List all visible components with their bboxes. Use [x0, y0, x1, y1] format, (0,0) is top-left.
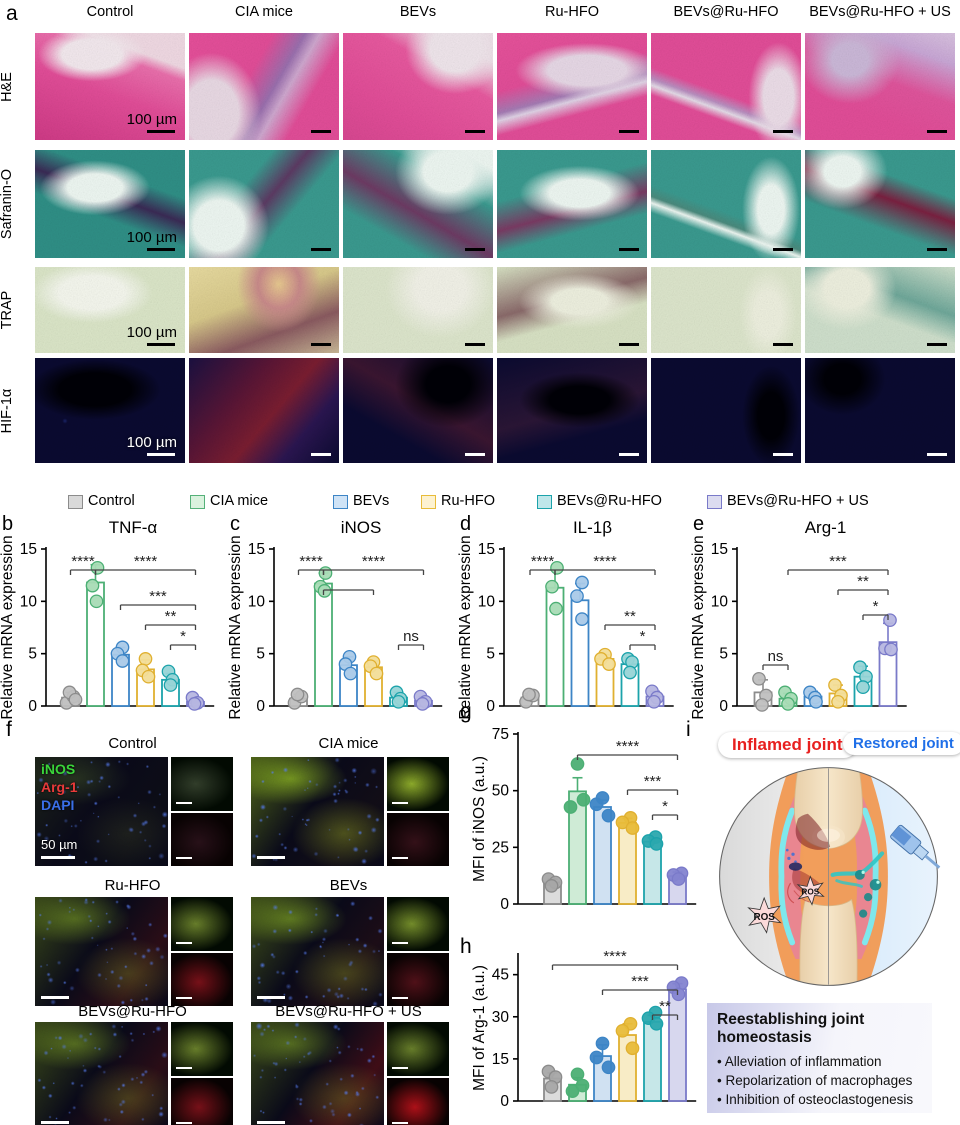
svg-text:iNOS: iNOS [341, 518, 382, 537]
svg-text:45: 45 [492, 967, 509, 984]
svg-text:10: 10 [478, 593, 496, 610]
svg-text:****: **** [531, 553, 555, 570]
svg-text:25: 25 [492, 839, 509, 856]
svg-text:****: **** [299, 553, 323, 570]
svg-text:****: **** [593, 553, 617, 570]
svg-text:10: 10 [711, 593, 729, 610]
svg-text:5: 5 [486, 646, 495, 663]
svg-text:****: **** [603, 948, 627, 965]
svg-text:10: 10 [20, 593, 38, 610]
svg-text:ROS: ROS [753, 912, 775, 923]
svg-text:****: **** [71, 553, 95, 570]
svg-text:50: 50 [492, 783, 510, 800]
svg-text:Relative mRNA expression: Relative mRNA expression [228, 535, 244, 719]
svg-text:**: ** [857, 573, 869, 590]
svg-text:***: *** [631, 973, 649, 990]
svg-text:*: * [873, 598, 879, 615]
svg-text:ROS: ROS [801, 888, 819, 897]
svg-text:***: *** [149, 588, 167, 605]
svg-text:TNF-α: TNF-α [109, 518, 158, 537]
svg-text:****: **** [362, 553, 386, 570]
svg-text:*: * [662, 798, 668, 815]
svg-text:MFI of Arg-1 (a.u.): MFI of Arg-1 (a.u.) [472, 965, 488, 1091]
svg-text:****: **** [616, 738, 640, 755]
svg-text:5: 5 [28, 646, 37, 663]
svg-text:*: * [180, 628, 186, 645]
svg-text:MFI of iNOS (a.u.): MFI of iNOS (a.u.) [472, 756, 488, 882]
svg-text:15: 15 [478, 541, 495, 558]
svg-text:10: 10 [248, 593, 266, 610]
svg-text:***: *** [829, 553, 847, 570]
svg-text:0: 0 [500, 1093, 509, 1110]
svg-text:0: 0 [28, 698, 37, 715]
svg-text:0: 0 [500, 896, 509, 913]
svg-text:0: 0 [256, 698, 265, 715]
svg-text:**: ** [659, 998, 671, 1015]
svg-text:15: 15 [248, 541, 265, 558]
svg-text:Arg-1: Arg-1 [805, 518, 847, 537]
svg-text:**: ** [165, 608, 177, 625]
svg-text:Relative mRNA expression: Relative mRNA expression [0, 535, 16, 719]
svg-text:***: *** [644, 773, 662, 790]
svg-text:Relative mRNA expression: Relative mRNA expression [458, 535, 474, 719]
svg-text:15: 15 [20, 541, 37, 558]
svg-text:Relative mRNA expression: Relative mRNA expression [691, 535, 707, 719]
svg-text:15: 15 [492, 1051, 509, 1068]
svg-text:**: ** [624, 608, 636, 625]
svg-text:****: **** [134, 553, 158, 570]
svg-text:*: * [640, 628, 646, 645]
svg-text:30: 30 [492, 1009, 510, 1026]
svg-text:5: 5 [256, 646, 265, 663]
svg-text:ns: ns [403, 628, 419, 645]
svg-text:IL-1β: IL-1β [573, 518, 612, 537]
svg-text:75: 75 [492, 726, 509, 743]
svg-text:15: 15 [711, 541, 728, 558]
svg-text:ns: ns [768, 648, 784, 665]
svg-text:5: 5 [719, 646, 728, 663]
